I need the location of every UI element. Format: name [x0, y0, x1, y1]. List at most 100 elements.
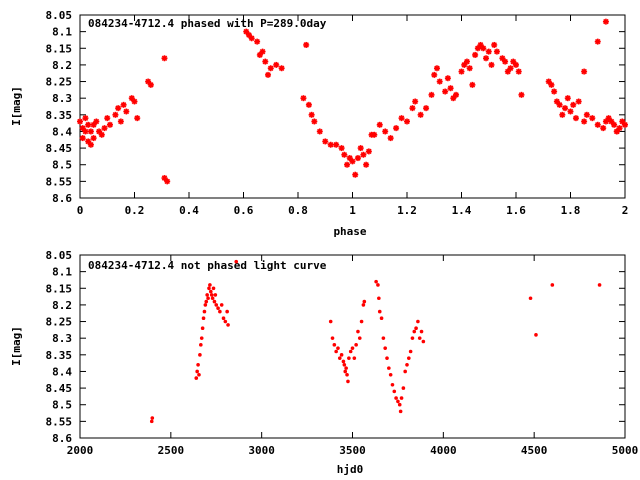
- data-point: [436, 78, 443, 85]
- data-point: [341, 151, 348, 158]
- data-point: [332, 343, 337, 347]
- data-point: [226, 323, 230, 327]
- x-tick-label: 5000: [612, 444, 639, 457]
- data-point: [147, 81, 154, 88]
- data-point: [550, 283, 555, 287]
- y-tick-label: 8.2: [52, 59, 72, 72]
- data-point: [322, 138, 329, 145]
- x-tick-label: 1.6: [506, 204, 526, 217]
- data-point: [493, 48, 500, 55]
- data-point: [417, 336, 422, 340]
- data-point: [403, 369, 407, 374]
- data-point: [409, 105, 416, 112]
- data-point: [480, 45, 487, 52]
- data-point: [254, 38, 261, 45]
- x-tick-label: 1.4: [452, 204, 472, 217]
- data-point: [206, 296, 210, 301]
- data-point: [504, 68, 511, 75]
- data-point: [194, 376, 199, 380]
- y-tick-label: 8.3: [52, 332, 72, 345]
- data-point: [433, 65, 440, 72]
- y-tick-label: 8.35: [46, 349, 73, 362]
- data-point: [458, 68, 465, 75]
- data-point: [410, 336, 415, 340]
- data-point: [352, 356, 357, 360]
- data-point: [374, 279, 378, 284]
- phased-x-axis-label: phase: [333, 225, 366, 238]
- data-point: [469, 81, 476, 88]
- data-point: [356, 329, 360, 334]
- data-point: [203, 303, 208, 307]
- data-point: [115, 105, 122, 112]
- data-point: [556, 101, 563, 108]
- data-point: [198, 353, 202, 357]
- data-point: [423, 105, 430, 112]
- data-point: [333, 141, 340, 148]
- data-point: [416, 319, 420, 324]
- phased-chart-title: 084234-4712.4 phased with P=289.0day: [88, 17, 327, 30]
- x-tick-label: 1: [349, 204, 356, 217]
- data-point: [149, 419, 154, 424]
- y-tick-label: 8.6: [52, 432, 72, 445]
- data-point: [199, 343, 203, 347]
- data-point: [551, 88, 558, 95]
- data-point: [354, 155, 361, 162]
- data-point: [365, 148, 372, 155]
- data-point: [123, 108, 130, 115]
- y-tick-label: 8.45: [46, 382, 73, 395]
- data-point: [265, 71, 272, 78]
- y-tick-label: 8.05: [46, 249, 73, 262]
- data-point: [216, 306, 220, 311]
- y-tick-label: 8.15: [46, 42, 73, 55]
- data-point: [214, 303, 219, 307]
- data-point: [613, 128, 620, 135]
- data-point: [564, 95, 571, 102]
- data-point: [548, 81, 555, 88]
- data-point: [382, 128, 389, 135]
- data-point: [507, 65, 514, 72]
- data-point: [472, 51, 479, 58]
- data-point: [278, 65, 285, 72]
- data-point: [385, 356, 389, 360]
- data-point: [357, 145, 364, 152]
- data-point: [562, 105, 569, 112]
- y-tick-label: 8.4: [52, 365, 72, 378]
- data-point: [393, 125, 400, 132]
- data-point: [581, 68, 588, 75]
- data-point: [419, 329, 424, 334]
- data-point: [350, 346, 355, 350]
- y-tick-label: 8.3: [52, 92, 72, 105]
- data-point: [611, 121, 618, 128]
- data-point: [208, 283, 212, 287]
- data-point: [195, 369, 199, 374]
- data-point: [234, 259, 239, 264]
- data-point: [390, 382, 395, 387]
- data-point: [308, 111, 315, 118]
- data-point: [82, 115, 89, 122]
- data-point: [213, 293, 218, 297]
- data-point: [442, 88, 449, 95]
- data-point: [259, 48, 266, 55]
- data-point: [412, 98, 419, 105]
- data-point: [485, 48, 492, 55]
- data-point: [345, 372, 349, 377]
- data-point: [161, 175, 168, 182]
- y-tick-label: 8.05: [46, 9, 73, 22]
- data-point: [346, 379, 350, 384]
- data-point: [225, 309, 229, 314]
- data-point: [201, 316, 206, 321]
- data-point: [117, 118, 124, 125]
- y-tick-label: 8.15: [46, 282, 73, 295]
- data-point: [388, 372, 393, 377]
- data-point: [463, 58, 470, 65]
- y-tick-label: 8.35: [46, 109, 73, 122]
- data-point: [379, 316, 384, 321]
- data-point: [602, 18, 609, 25]
- data-point: [572, 115, 579, 122]
- data-point: [207, 286, 211, 291]
- y-tick-label: 8.25: [46, 76, 73, 89]
- data-point: [209, 293, 214, 297]
- data-point: [330, 336, 335, 340]
- unphased-data-points: [149, 259, 602, 424]
